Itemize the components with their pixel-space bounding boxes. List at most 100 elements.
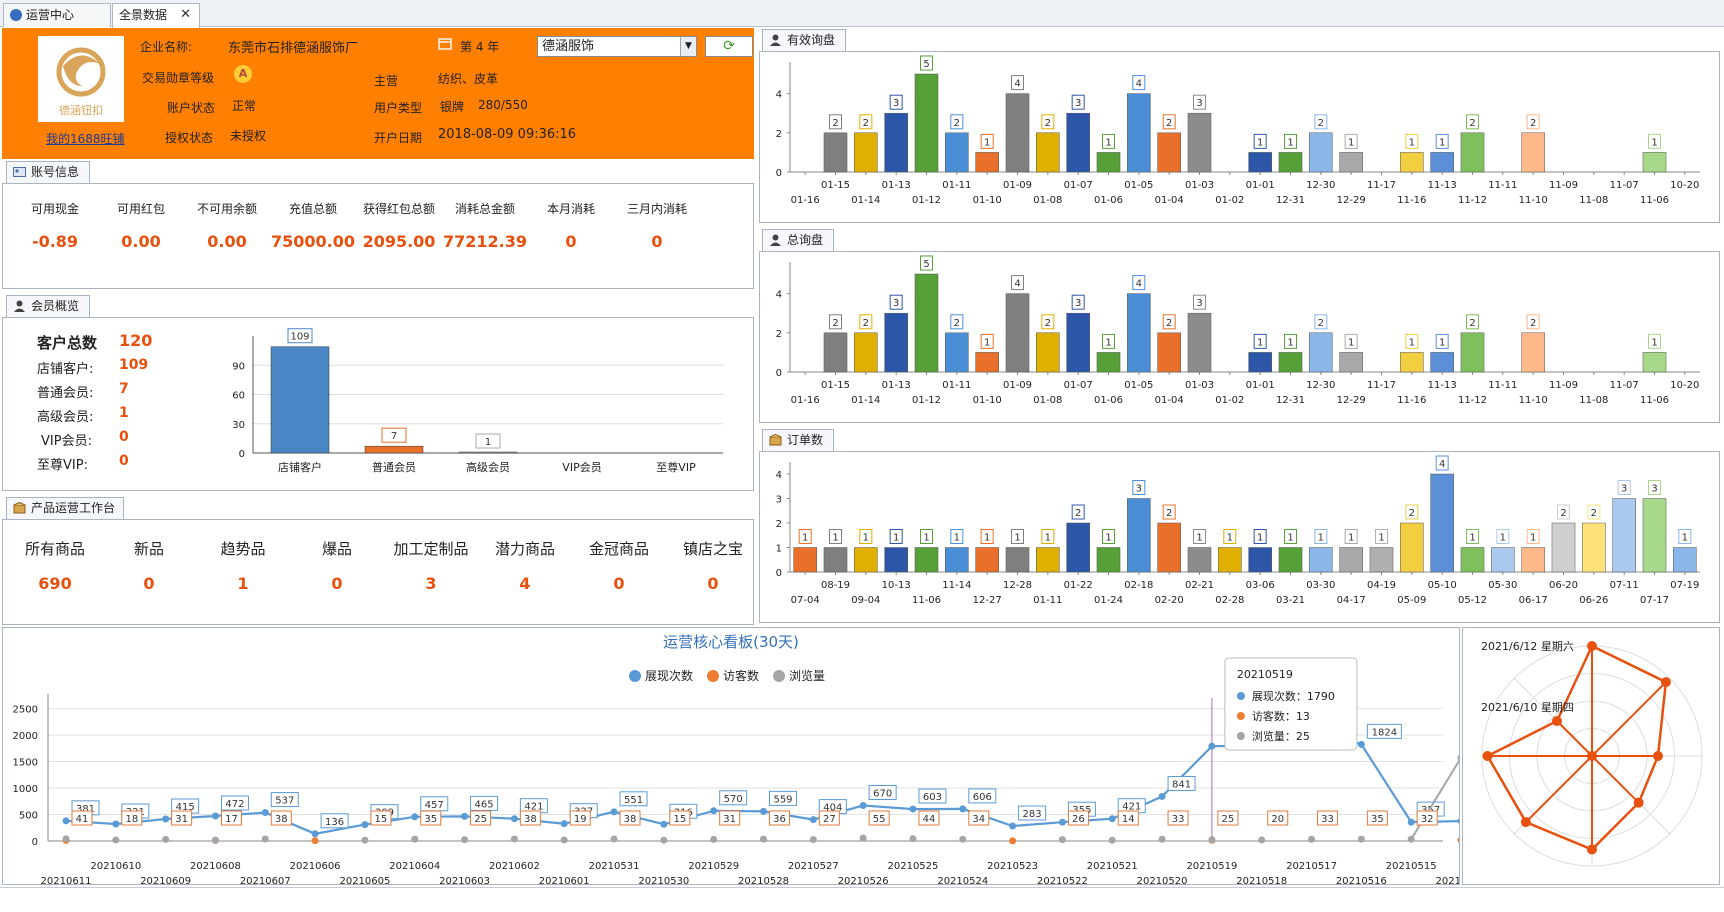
data-label: 3 (1196, 98, 1202, 109)
x-tick-label: 20210522 (1037, 876, 1088, 884)
products-panel-title[interactable]: 产品运营工作台 (6, 497, 124, 519)
data-label-box (1071, 94, 1085, 110)
y-tick-label: 2 (776, 329, 782, 340)
member-bar-chart: 0 30 60 90 店铺客户 109 普通会员 7 高级会员 1 VIP会员 至尊VIP (232, 328, 723, 474)
radar-spoke (1591, 681, 1667, 757)
account-stat-value: -0.89 (31, 232, 79, 251)
account-stat-label: 可用红包 (116, 202, 165, 216)
data-label-box (1496, 529, 1510, 544)
x-tick-label: 10-13 (882, 580, 911, 591)
x-tick-label: 01-14 (851, 395, 880, 406)
bar (1309, 547, 1333, 573)
chevron-down-icon[interactable]: ▼ (680, 37, 696, 56)
data-label-box (1162, 504, 1176, 520)
bar (1400, 352, 1424, 373)
data-point (660, 836, 668, 844)
x-tick-label: 20210527 (788, 861, 839, 872)
x-tick-label: 01-11 (1033, 595, 1062, 606)
product-stat-label: 新品 (133, 540, 164, 558)
data-label: 2 (1530, 118, 1536, 129)
data-label: 1 (1530, 533, 1536, 544)
bar (270, 346, 330, 454)
bar (1339, 547, 1363, 573)
tooltip-marker (1236, 732, 1245, 740)
data-label: 1 (923, 533, 929, 544)
data-label: 4 (1136, 79, 1142, 90)
data-label: 1 (1439, 137, 1445, 148)
legend-label: 访客数 (723, 668, 759, 683)
x-tick-label: 05-30 (1488, 580, 1517, 591)
bar (975, 152, 999, 173)
data-label-box (859, 114, 873, 130)
x-tick-label: 11-12 (1458, 195, 1487, 206)
bar (1612, 498, 1636, 573)
data-label-box (1284, 529, 1297, 544)
bar (1187, 547, 1212, 573)
valid-inquiry-title[interactable]: 有效询盘 (762, 29, 846, 51)
data-label: 109 (290, 332, 309, 343)
product-stat-label: 所有商品 (24, 540, 85, 558)
members-panel-title[interactable]: 会员概览 (6, 295, 90, 317)
radar-point (1482, 751, 1493, 761)
tab-label: 全景数据 (119, 8, 168, 22)
x-tick-label: 11-07 (1610, 380, 1639, 391)
x-tick-label: 12-29 (1337, 395, 1366, 406)
product-stat-label: 爆品 (321, 540, 352, 558)
x-tick-label: 11-11 (1488, 180, 1517, 191)
data-point (859, 834, 867, 842)
x-tick-label: 11-06 (1640, 195, 1669, 206)
data-label-box (1167, 775, 1196, 791)
refresh-button[interactable]: ⟳ (705, 36, 753, 57)
tab-operation-center[interactable]: 运营中心 (3, 3, 111, 27)
data-label: 1 (485, 437, 491, 448)
account-stat-value: 75000.00 (270, 232, 355, 251)
tooltip-date: 20210519 (1237, 668, 1293, 681)
account-status: 正常 (232, 99, 257, 113)
bar (1551, 522, 1576, 573)
account-stat-label: 充值总额 (288, 202, 337, 216)
bar (1521, 332, 1545, 373)
x-tick-label: 20210603 (439, 876, 490, 884)
orders-title[interactable]: 订单数 (762, 429, 834, 451)
tooltip: 20210519 展现次数：1790 访客数：13 浏览量：25 (1224, 657, 1358, 751)
shop-select[interactable]: 德涵服饰 ▼ (537, 36, 697, 57)
data-label-box (1018, 805, 1047, 821)
data-label: 1 (1287, 137, 1293, 148)
tooltip-row: 浏览量：25 (1252, 729, 1310, 743)
data-label-box (1217, 810, 1239, 826)
data-point (261, 835, 269, 843)
tab-label: 运营中心 (26, 8, 75, 22)
close-icon[interactable]: ✕ (180, 7, 191, 22)
bar (1430, 473, 1454, 573)
data-label-box (859, 314, 873, 330)
data-label-box (619, 810, 641, 826)
x-tick-label: 10-20 (1670, 180, 1699, 191)
x-tick-label: 03-06 (1246, 580, 1275, 591)
data-label-box (1435, 133, 1449, 149)
panel-title-text: 有效询盘 (787, 33, 836, 47)
data-label: 14 (1122, 814, 1135, 825)
total-inquiry-title[interactable]: 总询盘 (762, 229, 834, 251)
chart-title: 运营核心看板(30天) (663, 633, 799, 651)
data-label: 33 (1321, 814, 1334, 825)
data-label: 606 (973, 792, 992, 803)
x-tick-label: 01-01 (1246, 180, 1275, 191)
bar (1066, 522, 1090, 573)
my-1688-shop-link[interactable]: 我的1688旺铺 (46, 132, 125, 146)
bar (975, 352, 999, 373)
account-panel-title[interactable]: 账号信息 (6, 161, 90, 183)
bar (458, 451, 518, 454)
data-label: 1 (1105, 533, 1111, 544)
member-value: 7 (119, 381, 129, 397)
product-stat-label: 镇店之宝 (682, 540, 743, 558)
panel-title-text: 账号信息 (31, 165, 80, 179)
data-label-box (220, 810, 242, 826)
tab-panorama-data[interactable]: 全景数据 ✕ (112, 3, 200, 28)
data-point (1058, 836, 1066, 844)
bar (854, 332, 878, 373)
data-label-box (968, 810, 990, 826)
data-label-box (1648, 133, 1661, 149)
data-point (610, 808, 618, 816)
data-point (461, 812, 469, 820)
